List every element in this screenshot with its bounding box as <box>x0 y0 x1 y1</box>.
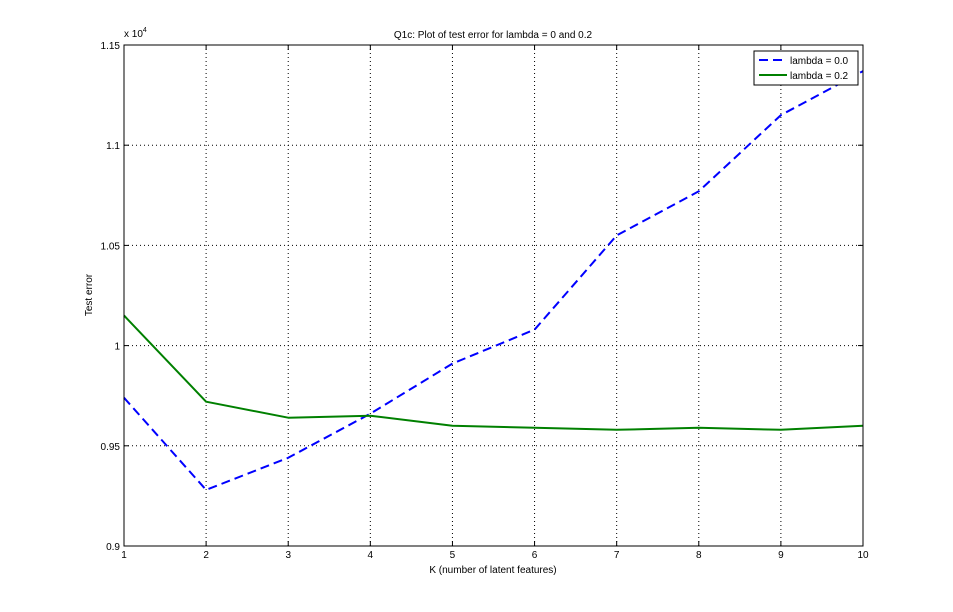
tick-labels: 1 2 3 4 5 6 7 8 9 10 0.9 0.95 1 1.05 1.1 1.15 <box>101 41 869 561</box>
y-tick-label: 0.9 <box>106 542 120 553</box>
y-scale-exponent: 4 <box>143 27 147 34</box>
legend-label-lambda-0: lambda = 0.0 <box>790 56 849 67</box>
series-layer <box>123 70 864 491</box>
chart-title: Q1c: Plot of test error for lambda = 0 a… <box>394 30 593 41</box>
x-tick-label: 5 <box>450 550 456 561</box>
plot-area <box>124 45 863 546</box>
x-tick-label: 3 <box>285 550 291 561</box>
y-tick-label: 1.15 <box>101 41 121 52</box>
x-tick-label: 9 <box>778 550 784 561</box>
series-line-lambda-0-2 <box>123 314 864 431</box>
x-tick-label: 1 <box>121 550 127 561</box>
y-scale-base: x 10 <box>124 29 143 40</box>
x-tick-label: 4 <box>368 550 374 561</box>
x-tick-label: 7 <box>614 550 620 561</box>
ticks <box>123 44 864 547</box>
legend: lambda = 0.0 lambda = 0.2 <box>753 50 859 86</box>
legend-label-lambda-0-2: lambda = 0.2 <box>790 71 849 82</box>
y-tick-label: 1.1 <box>106 141 120 152</box>
y-tick-label: 1 <box>114 342 120 353</box>
y-axis-label: Test error <box>84 273 95 316</box>
legend-box <box>753 50 859 86</box>
x-tick-label: 8 <box>696 550 702 561</box>
x-tick-label: 2 <box>203 550 209 561</box>
y-tick-label: 1.05 <box>101 241 121 252</box>
series-line-lambda-0 <box>123 70 864 491</box>
x-tick-label: 10 <box>857 550 869 561</box>
y-tick-label: 0.95 <box>101 442 121 453</box>
x-axis-label: K (number of latent features) <box>429 565 556 576</box>
y-scale-multiplier: x 104 <box>124 27 147 40</box>
x-tick-label: 6 <box>532 550 538 561</box>
plot-frame <box>123 44 864 547</box>
